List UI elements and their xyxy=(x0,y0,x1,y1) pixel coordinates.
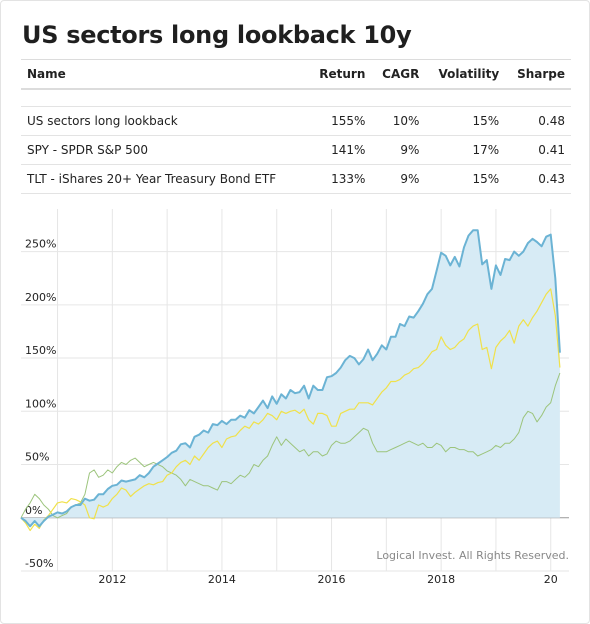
x-tick-label: 2018 xyxy=(427,573,455,586)
performance-chart: 250% 200% 150% 100% 50% 0% -50% 2012 2014 2016 201… xyxy=(20,209,569,586)
table-row: TLT - iShares 20+ Year Treasury Bond ETF… xyxy=(21,164,571,194)
watermark-text: Logical Invest. All Rights Reserved. xyxy=(376,549,569,562)
tlt-series-line xyxy=(20,372,561,519)
cell-name: US sectors long lookback xyxy=(21,106,308,136)
cell-volatility: 15% xyxy=(425,106,506,136)
table-row: SPY - SPDR S&P 500 141% 9% 17% 0.41 xyxy=(21,135,571,165)
x-tick-label: 2014 xyxy=(208,573,236,586)
cell-cagr: 9% xyxy=(371,135,426,165)
x-tick-label: 2016 xyxy=(318,573,346,586)
cell-cagr: 10% xyxy=(371,106,426,136)
y-tick-label: -50% xyxy=(25,557,53,570)
column-header-name: Name xyxy=(21,59,308,90)
cell-cagr: 9% xyxy=(371,164,426,194)
cell-return: 133% xyxy=(307,164,372,194)
strategy-area-fill xyxy=(21,230,560,527)
x-tick-label: 20 xyxy=(544,573,558,586)
spy-series-line xyxy=(20,288,561,532)
table-header-row: Name Return CAGR Volatility Sharpe xyxy=(21,59,571,90)
y-tick-label: 200% xyxy=(25,291,56,304)
column-header-sharpe: Sharpe xyxy=(505,59,571,90)
cell-sharpe: 0.43 xyxy=(505,164,571,194)
y-tick-label: 50% xyxy=(25,451,49,464)
column-header-return: Return xyxy=(307,59,372,90)
strategy-series-line xyxy=(20,229,561,528)
table-spacer xyxy=(21,89,571,107)
y-tick-label: 150% xyxy=(25,344,56,357)
y-tick-label: 100% xyxy=(25,397,56,410)
cell-sharpe: 0.48 xyxy=(505,106,571,136)
stats-table: Name Return CAGR Volatility Sharpe US se… xyxy=(21,59,571,194)
cell-volatility: 17% xyxy=(425,135,506,165)
cell-sharpe: 0.41 xyxy=(505,135,571,165)
cell-return: 141% xyxy=(307,135,372,165)
cell-volatility: 15% xyxy=(425,164,506,194)
x-tick-label: 2012 xyxy=(98,573,126,586)
page-title: US sectors long lookback 10y xyxy=(22,21,412,49)
cell-name: SPY - SPDR S&P 500 xyxy=(21,135,308,165)
column-header-volatility: Volatility xyxy=(425,59,506,90)
cell-name: TLT - iShares 20+ Year Treasury Bond ETF xyxy=(21,164,308,194)
cell-return: 155% xyxy=(307,106,372,136)
column-header-cagr: CAGR xyxy=(371,59,426,90)
table-row: US sectors long lookback 155% 10% 15% 0.… xyxy=(21,106,571,136)
y-tick-label: 0% xyxy=(25,504,42,517)
y-tick-label: 250% xyxy=(25,238,56,251)
